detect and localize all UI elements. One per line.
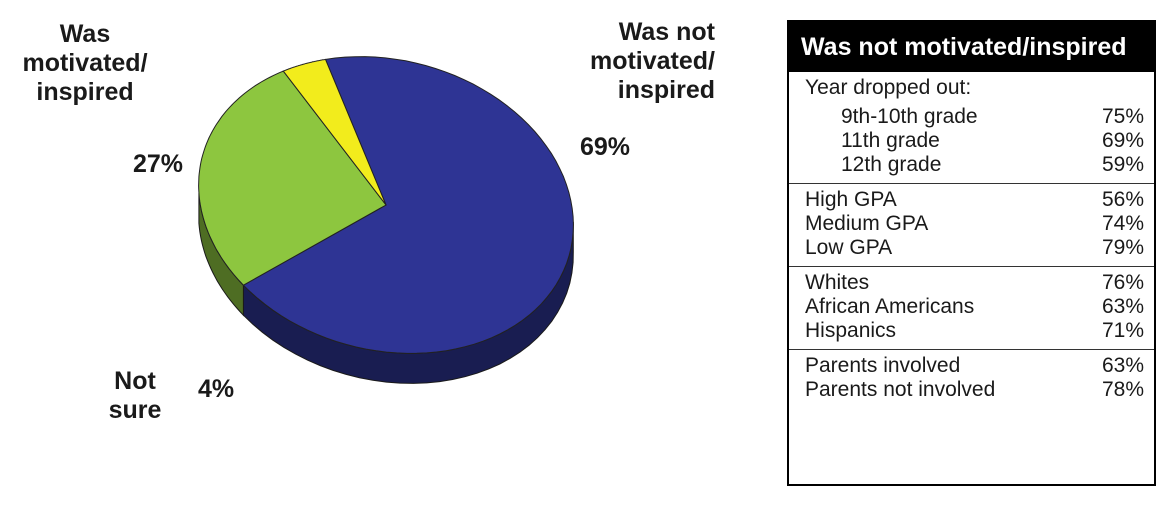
- table-group: Year dropped out: 9th-10th grade 75% 11th g…: [789, 72, 1154, 184]
- breakdown-table: Was not motivated/inspired Year dropped …: [787, 20, 1156, 486]
- label-motivated: Was motivated/ inspired: [10, 20, 160, 107]
- table-row: 12th grade 59%: [789, 153, 1154, 177]
- percent-not-motivated: 69%: [580, 133, 631, 161]
- label-not-motivated-line: Was not: [618, 18, 715, 46]
- pie-slice: [282, 58, 387, 206]
- table-row-value: 71%: [1101, 319, 1144, 342]
- label-motivated-line: motivated/: [22, 49, 148, 77]
- table-row: Low GPA 79%: [789, 236, 1154, 260]
- label-not-sure-line: sure: [108, 396, 162, 424]
- table-row: African Americans 63%: [789, 295, 1154, 319]
- pie-chart-graphic: [198, 56, 574, 384]
- table-row: 11th grade 69%: [789, 129, 1154, 153]
- table-row-label: 9th-10th grade: [841, 105, 978, 128]
- table-row-value: 76%: [1101, 271, 1144, 294]
- table-row-label: Parents involved: [805, 354, 961, 377]
- percent-not-sure: 4%: [198, 375, 235, 403]
- table-row-value: 75%: [1101, 105, 1144, 128]
- table-row-value: 63%: [1101, 295, 1144, 318]
- pie-slice: [242, 56, 574, 354]
- label-not-sure-line: Not: [114, 367, 156, 395]
- table-row: Parents involved 63%: [789, 354, 1154, 378]
- table-row: 9th-10th grade 75%: [789, 105, 1154, 129]
- pie-chart: Was motivated/ inspired Was not motivate…: [10, 18, 715, 425]
- table-row-label: 11th grade: [841, 129, 940, 152]
- table-row-label: African Americans: [805, 295, 975, 318]
- table-group: Parents involved 63% Parents not involved 7…: [789, 350, 1154, 408]
- table-row-value: 69%: [1101, 129, 1144, 152]
- table-row-value: 63%: [1101, 354, 1144, 377]
- table-row: Medium GPA 74%: [789, 212, 1154, 236]
- table-group: Whites 76% African Americans 63% Hispanics 71…: [789, 267, 1154, 350]
- table-row-label: Hispanics: [805, 319, 897, 342]
- table-row: Hispanics 71%: [789, 319, 1154, 343]
- table-row-label: Whites: [805, 271, 870, 294]
- table-row-value: 59%: [1101, 153, 1144, 176]
- table-row-label: Low GPA: [805, 236, 893, 259]
- label-motivated-line: inspired: [36, 78, 134, 106]
- table-body: Year dropped out: 9th-10th grade 75% 11th g…: [789, 72, 1154, 408]
- label-not-motivated-line: inspired: [617, 76, 715, 104]
- table-row: Parents not involved 78%: [789, 378, 1154, 402]
- table-row-value: 56%: [1101, 188, 1144, 211]
- table-group: High GPA 56% Medium GPA 74% Low GPA 79%: [789, 184, 1154, 267]
- table-row-label: Medium GPA: [805, 212, 929, 235]
- table-group-heading: Year dropped out:: [805, 76, 972, 99]
- table-row: Whites 76%: [789, 271, 1154, 295]
- label-not-sure: Not sure: [90, 367, 180, 425]
- table-row-value: 79%: [1101, 236, 1144, 259]
- table-row: High GPA 56%: [789, 188, 1154, 212]
- table-title: Was not motivated/inspired: [787, 20, 1156, 72]
- label-not-motivated: Was not motivated/ inspired: [565, 18, 715, 105]
- table-row-label: Parents not involved: [805, 378, 996, 401]
- table-row-label: 12th grade: [841, 153, 942, 176]
- table-row-label: High GPA: [805, 188, 897, 211]
- percent-motivated: 27%: [133, 150, 184, 178]
- table-row-value: 74%: [1101, 212, 1144, 235]
- table-row-value: 78%: [1101, 378, 1144, 401]
- label-not-motivated-line: motivated/: [589, 47, 715, 75]
- pie-slice: [198, 70, 387, 286]
- label-motivated-line: Was: [59, 20, 111, 48]
